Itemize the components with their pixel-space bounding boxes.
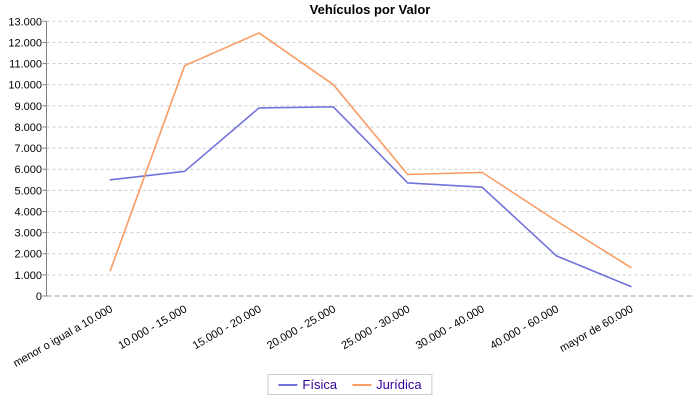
y-tick-label: 9.000	[14, 101, 42, 113]
y-tick-label: 0	[36, 291, 42, 303]
x-axis-labels: menor o igual a 10.000 10.000 - 15.000 15.…	[11, 303, 635, 370]
x-tick-label: 25.000 - 30.000	[339, 303, 412, 352]
series-line-jurídica	[109, 32, 632, 272]
legend: Física Jurídica	[267, 374, 433, 395]
x-tick-label: 15.000 - 20.000	[191, 303, 264, 352]
y-tick-label: 2.000	[14, 249, 42, 261]
y-tick-label: 13.000	[8, 16, 42, 28]
y-tick-label: 12.000	[8, 37, 42, 49]
legend-item-juridica: Jurídica	[352, 377, 422, 392]
x-tick-label: 10.000 - 15.000	[116, 303, 189, 352]
y-tick-label: 1.000	[14, 270, 42, 282]
juridica-legend-label: Jurídica	[376, 377, 422, 392]
x-tick-label: 40.000 - 60.000	[488, 303, 561, 352]
x-tick-label: 30.000 - 40.000	[414, 303, 487, 352]
y-tick-label: 7.000	[14, 143, 42, 155]
legend-item-fisica: Física	[278, 377, 337, 392]
juridica-line-swatch	[352, 383, 372, 386]
y-tick-label: 8.000	[14, 122, 42, 134]
y-tick-label: 4.000	[14, 206, 42, 218]
series-lines	[109, 32, 632, 288]
gridlines	[46, 20, 694, 276]
chart-title: Vehículos por Valor	[309, 2, 431, 17]
axes	[42, 20, 694, 297]
y-tick-label: 6.000	[14, 164, 42, 176]
y-tick-label: 3.000	[14, 228, 42, 240]
y-tick-label: 11.000	[9, 59, 42, 71]
series-line-física	[109, 106, 632, 288]
y-axis-labels: 0 1.000 2.000 3.000 4.000 5.000 6.000 7.000 8.00…	[8, 16, 42, 303]
y-tick-label: 5.000	[14, 185, 42, 197]
x-tick-label: 20.000 - 25.000	[265, 303, 338, 352]
fisica-line-swatch	[278, 383, 298, 386]
x-tick-label: mayor de 60.000	[558, 303, 636, 355]
fisica-legend-label: Física	[302, 377, 338, 392]
y-tick-label: 10.000	[8, 80, 42, 92]
x-tick-label: menor o igual a 10.000	[11, 303, 114, 370]
